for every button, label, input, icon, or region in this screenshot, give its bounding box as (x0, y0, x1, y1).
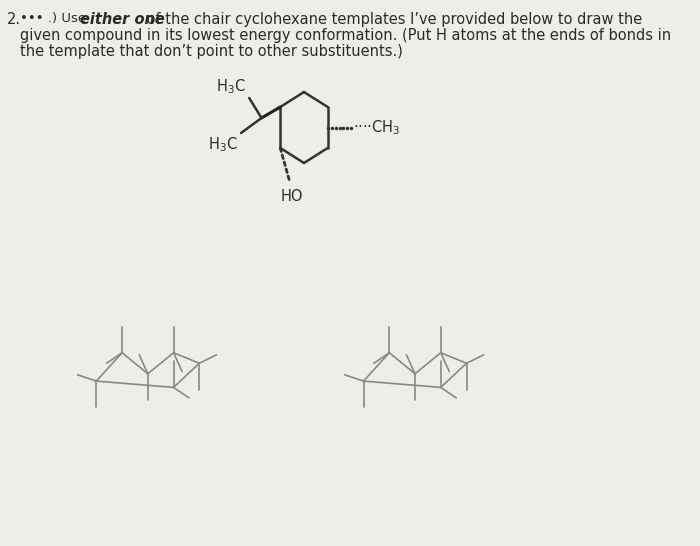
Text: HO: HO (281, 189, 303, 204)
Text: of the chair cyclohexane templates I’ve provided below to draw the: of the chair cyclohexane templates I’ve … (142, 12, 643, 27)
Text: ····CH$_3$: ····CH$_3$ (353, 118, 400, 138)
Text: 2.: 2. (6, 12, 21, 27)
Text: H$_3$C: H$_3$C (216, 78, 246, 96)
Text: H$_3$C: H$_3$C (208, 135, 238, 154)
Text: given compound in its lowest energy conformation. (Put H atoms at the ends of bo: given compound in its lowest energy conf… (20, 28, 671, 43)
Text: the template that don’t point to other substituents.): the template that don’t point to other s… (20, 44, 403, 59)
Text: ••• .) Use: ••• .) Use (20, 12, 91, 25)
Text: either one: either one (80, 12, 164, 27)
